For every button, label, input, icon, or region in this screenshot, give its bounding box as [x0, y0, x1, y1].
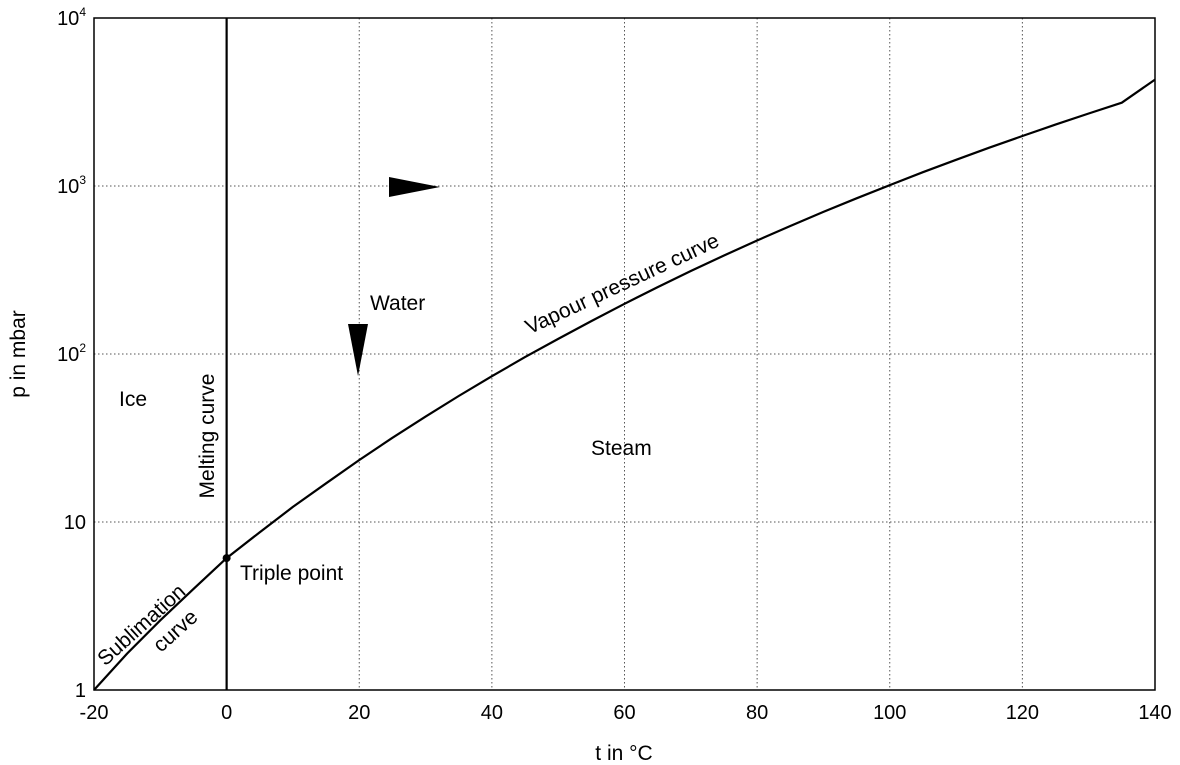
triple-point-marker	[222, 554, 231, 563]
grid-lines	[94, 18, 1155, 690]
x-tick-label: 120	[1006, 702, 1039, 724]
x-tick-label: 0	[221, 702, 232, 724]
down-arrow-icon	[348, 324, 368, 376]
x-tick-label: 80	[746, 702, 768, 724]
ice-label: Ice	[119, 388, 147, 411]
y-tick-label: 1	[75, 680, 86, 702]
axes	[93, 17, 1156, 691]
annotations: Ice Water Steam Melting curve Vapour pre…	[93, 177, 723, 670]
x-tick-label: 140	[1138, 702, 1171, 724]
x-tick-label: 100	[873, 702, 906, 724]
y-tick-label: 104	[57, 5, 86, 30]
water-label: Water	[370, 292, 425, 315]
vapour-pressure-curve-label: Vapour pressure curve	[522, 229, 723, 339]
x-tick-label: -20	[80, 702, 109, 724]
vapour-sublimation-curve	[93, 78, 1156, 691]
tick-labels: -20 0 20 40 60 80 100 120 140 1 10 102 103 104	[57, 5, 1172, 724]
y-tick-label: 103	[57, 173, 86, 198]
y-axis-title: p in mbar	[7, 310, 30, 398]
steam-label: Steam	[591, 437, 652, 460]
y-tick-label: 10	[64, 512, 86, 534]
x-tick-label: 60	[613, 702, 635, 724]
right-arrow-icon	[389, 177, 440, 197]
x-tick-label: 40	[481, 702, 503, 724]
x-tick-label: 20	[348, 702, 370, 724]
curve-layer	[93, 18, 1156, 691]
x-axis-title: t in °C	[595, 742, 652, 765]
triple-point-label: Triple point	[240, 562, 343, 585]
melting-curve-label: Melting curve	[196, 374, 219, 499]
plot-frame	[93, 17, 1156, 691]
y-tick-label: 102	[57, 341, 86, 366]
